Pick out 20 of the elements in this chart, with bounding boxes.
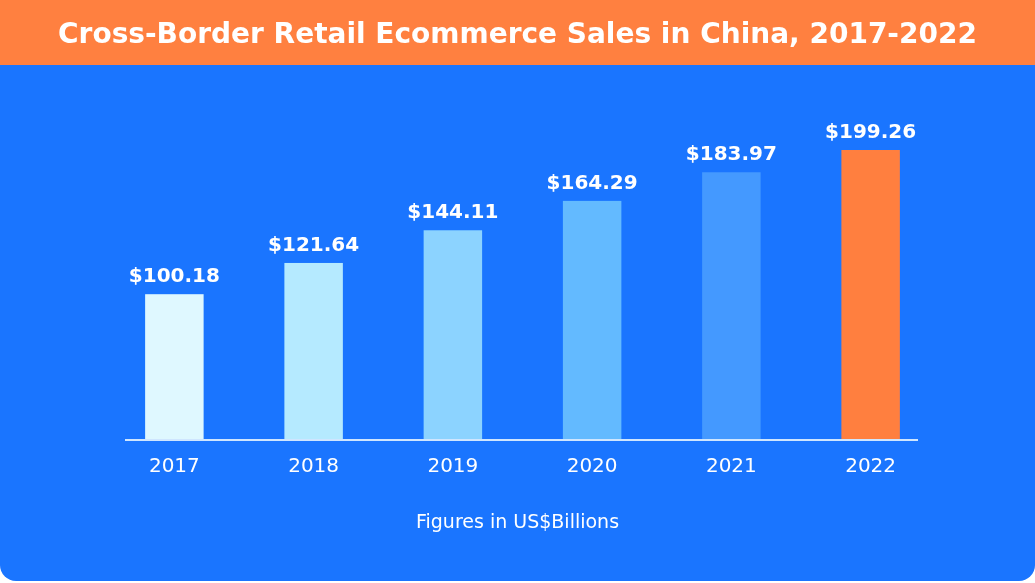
data-label: $164.29	[546, 169, 638, 194]
bar	[423, 230, 483, 440]
x-tick-label: 2021	[705, 453, 757, 477]
data-label: $100.18	[128, 263, 220, 288]
text: Figures in US$Billions	[415, 510, 620, 532]
x-tick-label: 2018	[288, 453, 340, 477]
data-label: $183.97	[685, 141, 777, 166]
x-tick-label: 2019	[427, 453, 479, 477]
x-tick-label: 2017	[148, 453, 200, 477]
data-label: $144.11	[407, 199, 499, 224]
bar	[702, 172, 761, 440]
bar	[284, 262, 343, 440]
bar	[841, 150, 900, 440]
x-tick-label: 2022	[845, 453, 897, 477]
bar	[145, 294, 204, 440]
x-tick-label: 2020	[566, 453, 618, 477]
data-label: $121.64	[268, 231, 360, 256]
data-label: $199.26	[825, 119, 917, 143]
bar	[562, 200, 622, 440]
chart-title: Cross-Border Retail Ecommerce Sales in China, 2017-2022	[58, 17, 977, 50]
